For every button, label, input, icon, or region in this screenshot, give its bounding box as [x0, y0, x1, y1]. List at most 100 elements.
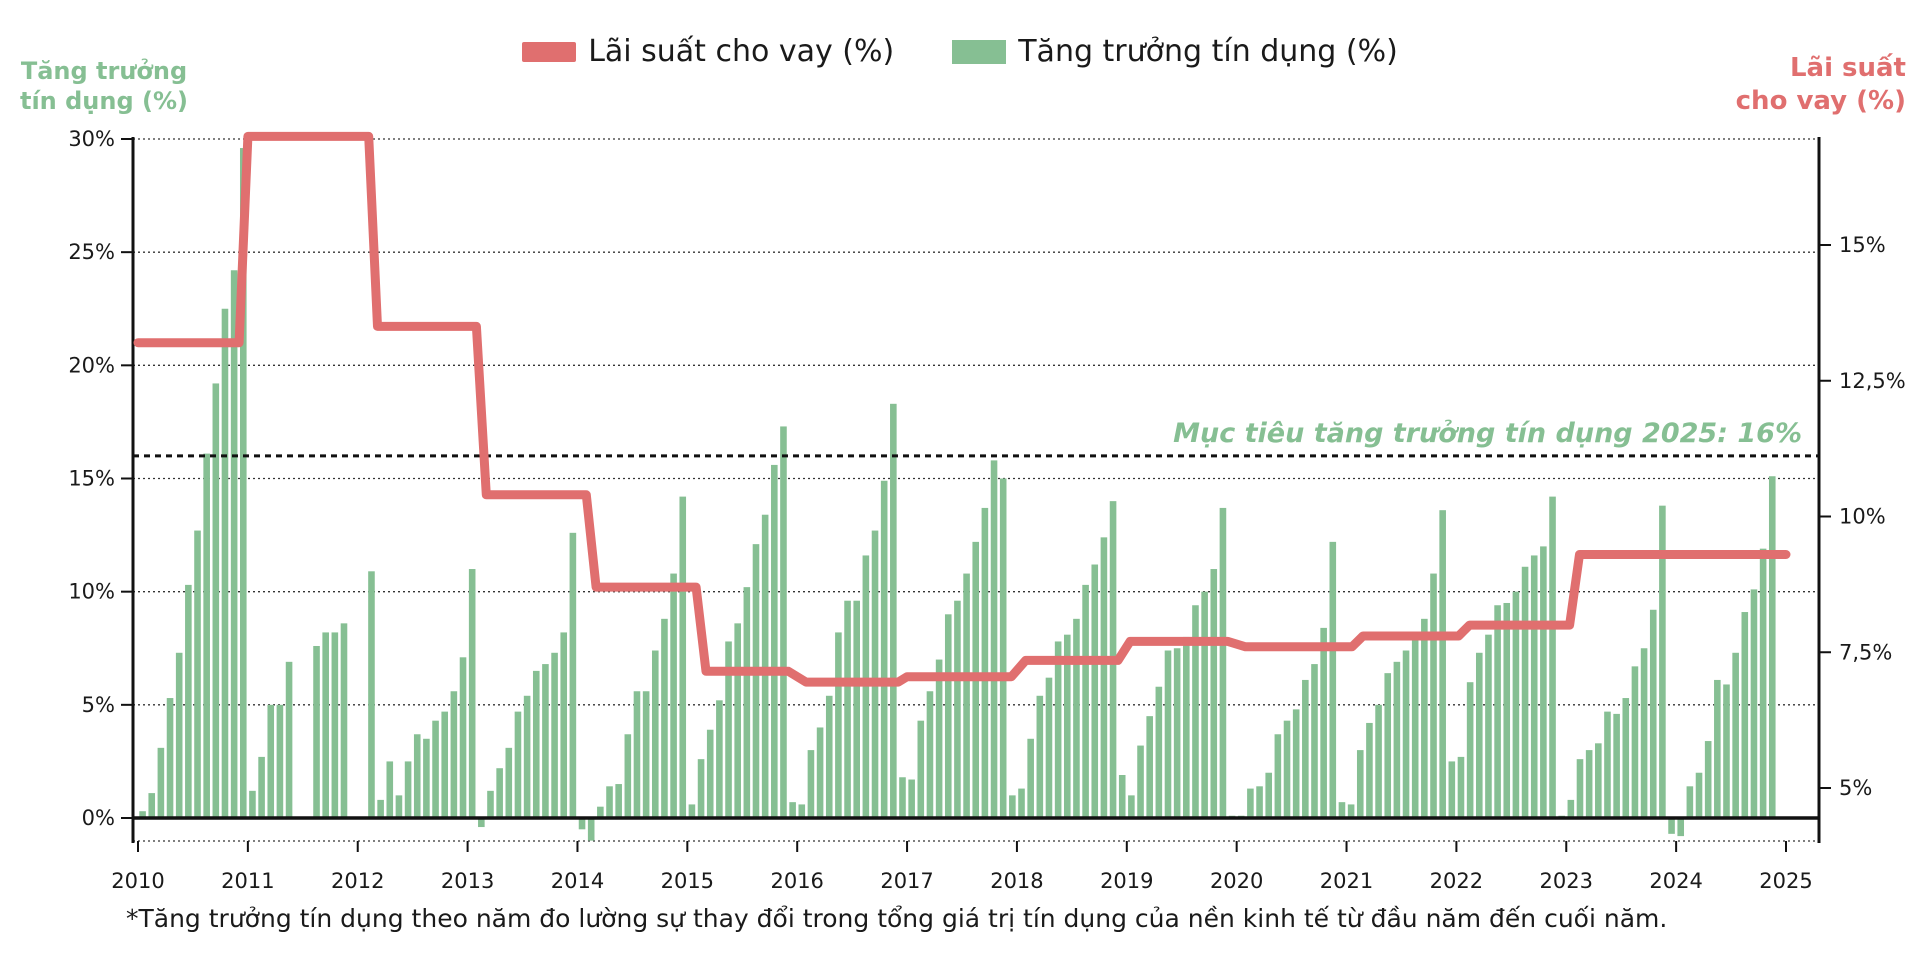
- bar: [185, 584, 192, 818]
- bar: [1402, 650, 1410, 818]
- bar: [1384, 673, 1392, 818]
- bar: [1439, 510, 1446, 818]
- bar: [606, 786, 613, 818]
- bar: [441, 711, 449, 818]
- axes: 0% 5% 10% 15% 20% 25% 30% 5% 7,5% 10% 12,5% 15% 2010…: [68, 127, 1905, 893]
- bar: [166, 698, 174, 818]
- bar: [487, 790, 494, 818]
- bar: [413, 734, 421, 818]
- x-tick-label: 2018: [990, 869, 1043, 893]
- bar: [1659, 505, 1666, 818]
- bar: [1100, 537, 1108, 818]
- bar: [789, 802, 796, 818]
- bar: [1393, 661, 1401, 818]
- bar: [542, 664, 549, 818]
- right-axis-title-line-2: cho vay (%): [1735, 86, 1906, 116]
- bar: [532, 670, 540, 818]
- x-tick-label: 2015: [661, 869, 714, 893]
- right-tick-label: 5%: [1839, 776, 1872, 800]
- bar: [1292, 709, 1300, 818]
- right-axis-title-line-1: Lãi suất: [1789, 53, 1906, 83]
- legend-item-credit-growth: Tăng trưởng tín dụng (%): [952, 34, 1398, 69]
- bar: [1503, 602, 1511, 818]
- legend-label-lending-rate: Lãi suất cho vay (%): [588, 34, 895, 69]
- bar: [697, 759, 705, 818]
- bar: [1302, 679, 1309, 818]
- bar: [679, 496, 687, 818]
- bar: [1695, 772, 1703, 818]
- target-label: Mục tiêu tăng trưởng tín dụng 2025: 16%: [1173, 418, 1802, 449]
- bar: [1219, 507, 1227, 818]
- bar: [203, 453, 210, 818]
- bar: [1649, 609, 1657, 818]
- bar: [340, 623, 348, 818]
- bar: [752, 544, 760, 818]
- bar: [963, 573, 970, 818]
- bar: [1521, 566, 1529, 818]
- right-tick-label: 12,5%: [1839, 369, 1906, 393]
- bar: [734, 623, 741, 818]
- bar: [1595, 743, 1602, 818]
- bar: [1118, 775, 1126, 818]
- bar: [423, 738, 430, 818]
- bar: [1054, 641, 1062, 818]
- bar: [1466, 682, 1474, 818]
- bar: [780, 426, 787, 818]
- bar: [1164, 650, 1172, 818]
- right-tick-label: 15%: [1839, 233, 1886, 257]
- bar: [999, 478, 1007, 818]
- bar: [862, 555, 870, 818]
- bar: [1732, 652, 1739, 818]
- bar: [468, 569, 476, 818]
- bar: [816, 727, 824, 818]
- bar: [523, 695, 531, 818]
- left-tick-label: 30%: [68, 127, 115, 151]
- bar: [1320, 627, 1327, 818]
- bar: [1009, 795, 1016, 818]
- bar: [377, 799, 384, 818]
- bar: [432, 720, 439, 818]
- bar: [688, 804, 696, 818]
- bar: [1668, 818, 1675, 834]
- bar: [1448, 761, 1456, 818]
- bar: [1366, 722, 1373, 818]
- bar: [459, 657, 467, 818]
- bar: [1457, 756, 1465, 818]
- bar: [981, 507, 989, 818]
- x-tick-label: 2019: [1100, 869, 1153, 893]
- bar: [1137, 745, 1144, 818]
- bar: [1704, 741, 1712, 818]
- x-tick-label: 2025: [1759, 869, 1812, 893]
- right-tick-label: 7,5%: [1839, 640, 1892, 664]
- bar: [139, 811, 146, 818]
- legend-label-credit-growth: Tăng trưởng tín dụng (%): [1018, 34, 1398, 69]
- left-tick-label: 10%: [68, 580, 115, 604]
- bar: [917, 720, 925, 818]
- bar: [478, 818, 485, 828]
- bar: [239, 148, 247, 819]
- left-axis-title-line-2: tín dụng (%): [19, 87, 188, 115]
- legend-swatch-line: [522, 41, 577, 62]
- bar: [761, 514, 769, 818]
- bar: [221, 308, 229, 818]
- bar: [1018, 788, 1025, 818]
- bar: [1347, 804, 1355, 818]
- bar: [716, 700, 723, 818]
- bar: [368, 571, 375, 818]
- bar: [1192, 605, 1199, 818]
- bar: [1036, 695, 1044, 818]
- bar: [835, 632, 842, 818]
- bar: [1750, 589, 1758, 818]
- bar: [395, 795, 403, 818]
- left-tick-label: 20%: [68, 353, 115, 377]
- left-axis-title: Tăng trưởng tín dụng (%): [14, 56, 194, 116]
- bar: [1411, 634, 1419, 818]
- bar: [1494, 605, 1501, 818]
- bar: [322, 632, 329, 818]
- bar: [642, 691, 650, 818]
- bar: [1613, 713, 1620, 818]
- legend-swatch-bar: [952, 39, 1007, 64]
- bar: [633, 691, 641, 818]
- x-tick-label: 2013: [441, 869, 494, 893]
